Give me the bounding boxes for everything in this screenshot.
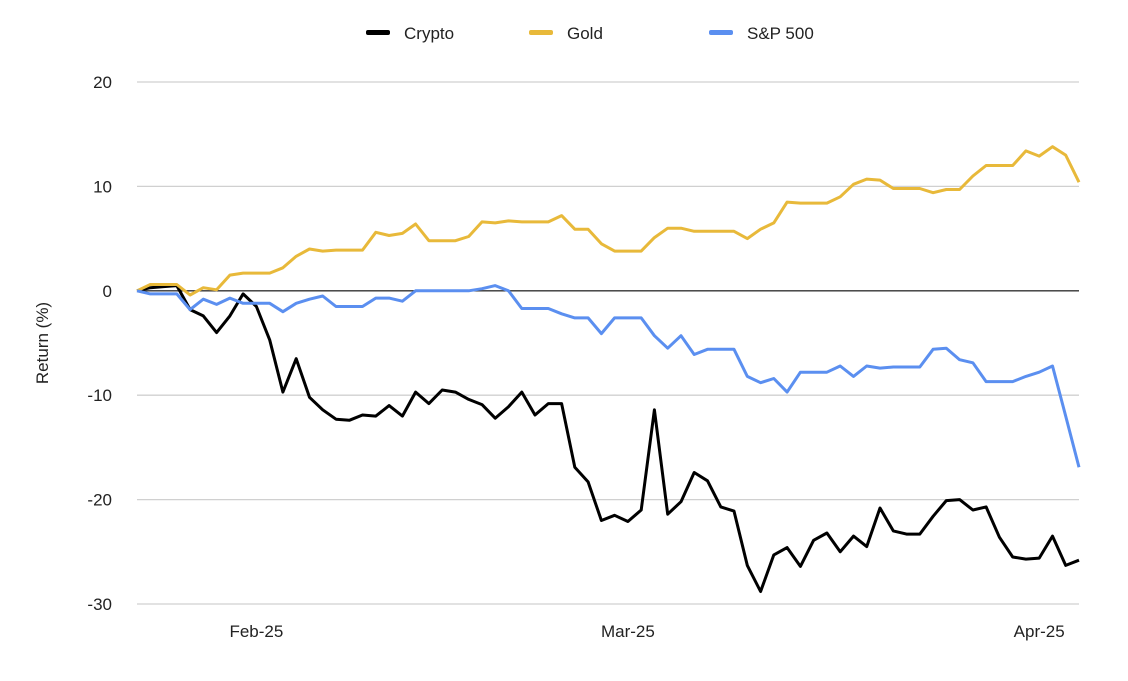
x-axis-ticks: Feb-25 Mar-25 Apr-25: [229, 622, 1064, 641]
x-tick-label: Feb-25: [229, 622, 283, 641]
y-tick-label: 20: [93, 73, 112, 92]
legend-label: Gold: [567, 24, 603, 43]
y-tick-label: -30: [87, 595, 112, 614]
legend-swatch: [529, 30, 553, 35]
legend-label: Crypto: [404, 24, 454, 43]
legend-swatch: [709, 30, 733, 35]
gridlines: [137, 81, 1079, 605]
legend-swatch: [366, 30, 390, 35]
series-lines: [136, 145, 1081, 593]
y-axis-label: Return (%): [33, 302, 52, 384]
y-tick-label: 0: [103, 282, 112, 301]
y-tick-label: -20: [87, 491, 112, 510]
series-line-s-p-500: [136, 284, 1081, 468]
x-tick-label: Mar-25: [601, 622, 655, 641]
y-tick-label: 10: [93, 177, 112, 196]
legend-label: S&P 500: [747, 24, 814, 43]
y-axis-ticks: 20 10 0 -10 -20 -30: [87, 73, 112, 614]
y-tick-label: -10: [87, 386, 112, 405]
series-line-crypto: [136, 284, 1080, 593]
legend: Crypto Gold S&P 500: [366, 24, 814, 43]
x-tick-label: Apr-25: [1014, 622, 1065, 641]
series-line-gold: [136, 145, 1081, 297]
